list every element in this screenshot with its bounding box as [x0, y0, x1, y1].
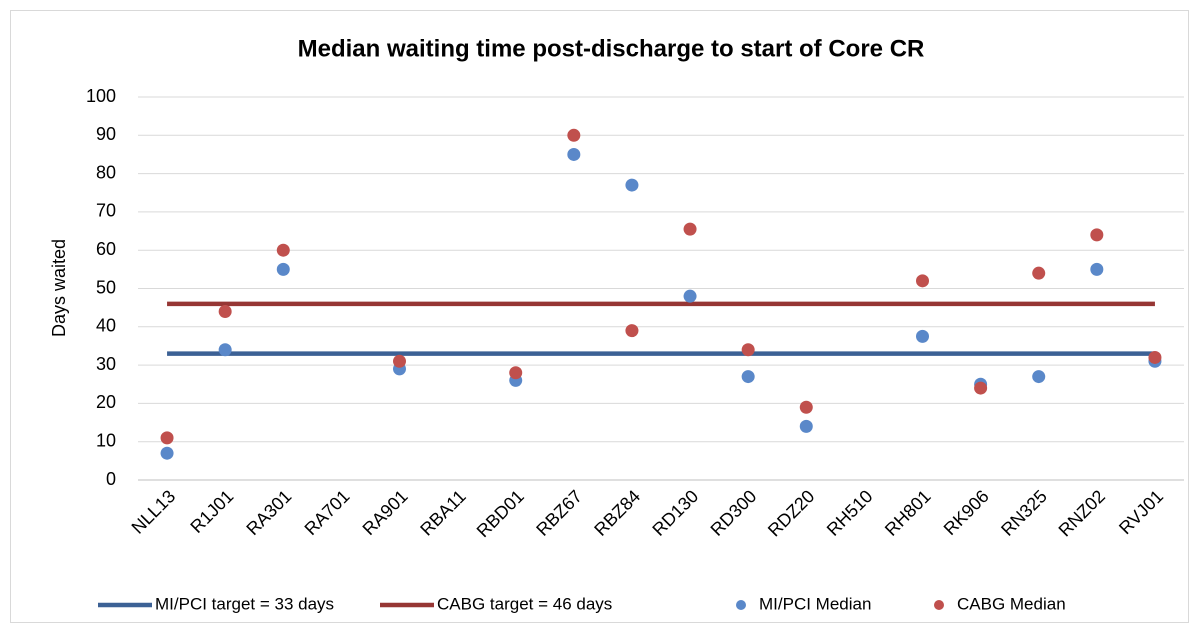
y-tick-label: 10	[96, 430, 116, 450]
y-tick-label: 60	[96, 239, 116, 259]
marker	[1148, 350, 1162, 364]
y-tick-label: 70	[96, 201, 116, 221]
marker	[799, 400, 813, 414]
marker	[160, 431, 174, 445]
y-tick-label: 80	[96, 162, 116, 182]
legend-label: MI/PCI target = 33 days	[155, 594, 334, 613]
marker	[916, 329, 929, 343]
marker	[276, 262, 290, 276]
legend-label: MI/PCI Median	[759, 594, 871, 613]
chart-title: Median waiting time post-discharge to st…	[298, 35, 925, 62]
y-tick-label: 50	[96, 277, 116, 297]
marker	[799, 419, 813, 433]
legend-label: CABG target = 46 days	[437, 594, 612, 613]
marker	[683, 289, 697, 303]
y-tick-label: 20	[96, 392, 116, 412]
marker	[1032, 370, 1046, 384]
marker	[160, 446, 174, 460]
y-axis-label: Days waited	[49, 239, 69, 337]
marker	[509, 366, 523, 380]
marker	[393, 354, 406, 368]
marker	[741, 370, 755, 384]
marker	[974, 381, 988, 395]
y-tick-label: 90	[96, 124, 116, 144]
y-tick-label: 100	[86, 86, 116, 106]
marker	[567, 128, 581, 142]
marker	[916, 274, 929, 288]
y-tick-label: 0	[106, 469, 116, 489]
marker	[741, 343, 755, 357]
legend-label: CABG Median	[957, 594, 1066, 613]
legend-swatch	[736, 600, 746, 610]
marker	[1090, 262, 1104, 276]
y-tick-label: 30	[96, 354, 116, 374]
marker	[218, 343, 232, 357]
marker	[567, 147, 581, 161]
marker	[1090, 228, 1104, 242]
marker	[276, 243, 290, 257]
chart-frame	[10, 10, 1189, 623]
marker	[625, 324, 639, 338]
y-tick-label: 40	[96, 316, 116, 336]
legend-swatch	[934, 600, 944, 610]
marker	[683, 222, 697, 236]
marker	[1032, 266, 1046, 280]
marker	[218, 304, 232, 318]
marker	[625, 178, 639, 192]
